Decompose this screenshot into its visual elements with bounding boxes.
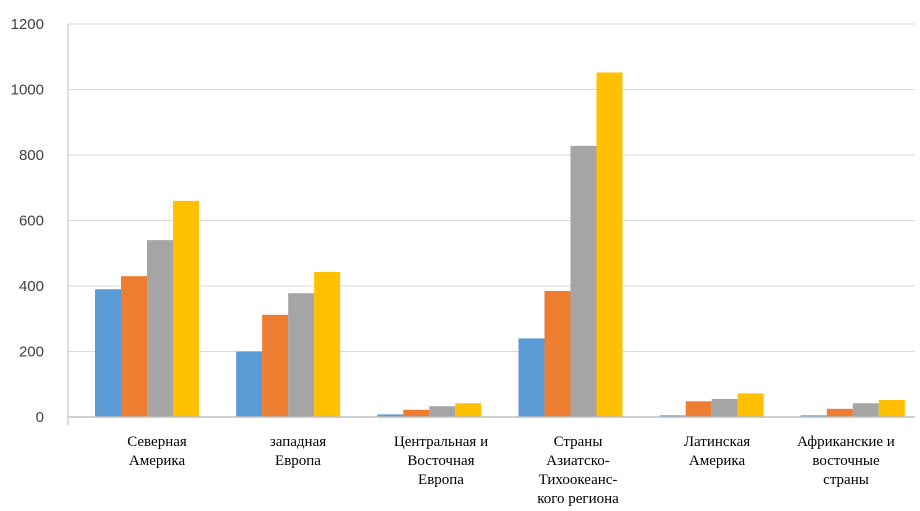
x-category-label: Латинская Америка xyxy=(684,434,750,469)
bar xyxy=(236,351,263,417)
bar xyxy=(878,399,905,417)
x-category-label-line: Центральная и xyxy=(394,434,488,450)
bar xyxy=(659,415,686,417)
bar xyxy=(121,276,147,417)
bar xyxy=(544,290,571,417)
x-category-label-line: восточные xyxy=(812,453,880,469)
gridlines xyxy=(68,23,915,352)
x-category-label-line: кого региона xyxy=(537,491,619,507)
y-tick-label: 600 xyxy=(19,213,44,230)
x-category-label-line: Тихоокеанс- xyxy=(539,472,618,488)
y-tick-label: 400 xyxy=(19,278,44,295)
bar xyxy=(429,406,456,417)
x-category-label-line: Азиатско- xyxy=(546,453,609,469)
bar xyxy=(570,145,597,417)
x-category-label-line: западная xyxy=(270,434,326,450)
y-tick-label: 800 xyxy=(19,147,44,164)
bar xyxy=(377,414,404,417)
y-tick-label: 1000 xyxy=(11,82,44,99)
bar xyxy=(800,415,827,417)
bar xyxy=(173,200,199,417)
bar xyxy=(518,338,545,417)
bar xyxy=(596,72,623,417)
x-category-label-line: Африканские и xyxy=(797,434,895,450)
x-category-label-line: Европа xyxy=(418,472,464,488)
x-category-label-line: Восточная xyxy=(407,453,474,469)
y-tick-label: 0 xyxy=(36,409,44,426)
y-tick-label: 1200 xyxy=(11,16,44,33)
x-category-label-line: Америка xyxy=(129,453,186,469)
bar xyxy=(262,314,289,417)
x-category-label-line: страны xyxy=(823,472,869,488)
bar xyxy=(95,289,121,417)
bar xyxy=(403,409,430,417)
bar xyxy=(852,403,879,417)
y-tick-label: 200 xyxy=(19,344,44,361)
bar xyxy=(288,293,315,417)
bar xyxy=(737,393,764,417)
bar xyxy=(455,403,482,417)
y-tick-labels: 0 200 400 600 800 1000 1200 xyxy=(11,16,44,426)
bars xyxy=(95,72,905,417)
x-category-label: Северная Америка xyxy=(127,434,187,469)
x-category-label: западная Европа xyxy=(270,434,326,469)
bar xyxy=(314,271,341,417)
x-category-label-line: Латинская xyxy=(684,434,750,450)
x-category-label-line: Северная xyxy=(127,434,187,450)
x-category-label: Центральная и Восточная Европа xyxy=(394,434,488,488)
bar xyxy=(685,401,712,417)
x-category-label: Страны Азиатско- Тихоокеанс-кого региона xyxy=(537,434,619,507)
bar xyxy=(711,398,738,417)
x-category-label-line: Страны xyxy=(554,434,603,450)
x-category-label-line: Европа xyxy=(275,453,321,469)
x-category-label: Африканские и восточные страны xyxy=(797,434,895,488)
bar xyxy=(147,240,173,417)
bar xyxy=(826,408,853,417)
x-category-label-line: Америка xyxy=(689,453,746,469)
